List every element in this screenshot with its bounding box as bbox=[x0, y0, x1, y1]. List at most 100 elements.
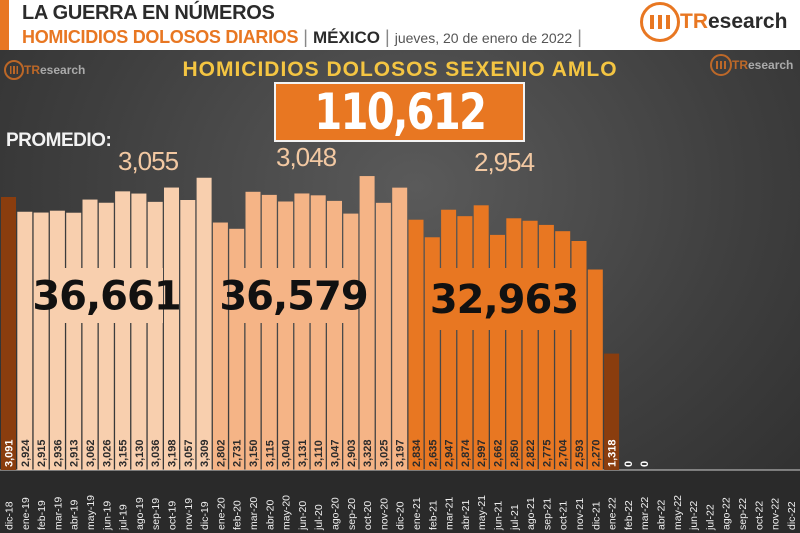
data-label-ene-20: 2,802 bbox=[215, 439, 227, 467]
tick-label-jun-19: jun-19 bbox=[101, 501, 113, 531]
header-title: LA GUERRA EN NÚMEROS bbox=[22, 2, 275, 24]
data-label-oct-20: 3,328 bbox=[362, 439, 374, 467]
data-label-mar-19: 2,936 bbox=[52, 439, 64, 467]
bar-may-21 bbox=[473, 205, 489, 470]
bar-abr-21 bbox=[457, 216, 473, 470]
logo-text-tr: TR bbox=[680, 10, 708, 33]
tresearch-logo-icon bbox=[640, 2, 680, 42]
data-label-jul-21: 2,850 bbox=[509, 439, 521, 467]
tick-label-oct-22: oct-22 bbox=[753, 501, 765, 530]
tick-label-ago-19: ago-19 bbox=[134, 497, 146, 530]
data-label-abr-21: 2,874 bbox=[460, 439, 472, 467]
data-label-feb-21: 2,635 bbox=[427, 439, 439, 467]
tick-label-ago-21: ago-21 bbox=[525, 497, 537, 530]
data-label-dic-21: 2,270 bbox=[590, 439, 602, 467]
bar-ene-19 bbox=[17, 211, 33, 471]
bar-mar-19 bbox=[49, 210, 65, 470]
header-date-separator: | bbox=[577, 27, 582, 47]
bar-may-20 bbox=[278, 201, 294, 470]
tick-label-ago-22: ago-22 bbox=[721, 497, 733, 530]
data-label-nov-21: 2,593 bbox=[574, 439, 586, 467]
data-label-may-21: 2,997 bbox=[476, 439, 488, 467]
bar-sep-19 bbox=[147, 201, 163, 470]
bar-ago-19 bbox=[131, 193, 147, 470]
bar-mar-21 bbox=[441, 209, 457, 471]
data-label-oct-21: 2,704 bbox=[558, 439, 570, 467]
tresearch-logo-icon bbox=[4, 60, 24, 80]
average-2021: 2,954 bbox=[474, 147, 535, 177]
data-label-ago-20: 3,047 bbox=[330, 439, 342, 467]
bar-jun-19 bbox=[98, 202, 114, 471]
tick-label-sep-19: sep-19 bbox=[150, 498, 162, 530]
bar-sep-20 bbox=[343, 213, 359, 470]
bar-dic-21 bbox=[587, 269, 603, 470]
data-label-may-19: 3,062 bbox=[85, 439, 97, 467]
header-accent-bar bbox=[0, 0, 9, 50]
tick-label-sep-20: sep-20 bbox=[346, 498, 358, 530]
header-date: jueves, 20 de enero de 2022 bbox=[394, 30, 573, 46]
tick-label-may-20: may-20 bbox=[281, 495, 293, 530]
total-value: 110,612 bbox=[313, 83, 487, 141]
data-label-feb-22: 0 bbox=[623, 461, 635, 467]
tick-label-dic-18: dic-18 bbox=[4, 501, 16, 530]
tick-label-abr-22: abr-22 bbox=[656, 499, 668, 530]
data-label-jun-19: 3,026 bbox=[101, 439, 113, 467]
average-2019: 3,055 bbox=[118, 146, 179, 176]
year-total-box-2 bbox=[236, 268, 351, 323]
data-label-ago-19: 3,130 bbox=[134, 439, 146, 467]
tick-label-jul-21: jul-21 bbox=[509, 504, 521, 531]
tick-label-nov-21: nov-21 bbox=[574, 498, 586, 530]
logo-text-research: esearch bbox=[708, 10, 788, 33]
tick-label-oct-20: oct-20 bbox=[362, 501, 374, 530]
tick-label-abr-20: abr-20 bbox=[264, 499, 276, 530]
data-label-sep-21: 2,775 bbox=[541, 439, 553, 467]
data-label-jul-20: 3,110 bbox=[313, 440, 325, 467]
data-label-dic-20: 3,197 bbox=[395, 439, 407, 467]
tick-label-oct-19: oct-19 bbox=[167, 501, 179, 530]
total-box: 110,612 bbox=[274, 82, 525, 142]
year-total-box-3 bbox=[425, 268, 583, 330]
data-label-dic-18: 3,091 bbox=[4, 439, 16, 467]
tick-label-abr-19: abr-19 bbox=[69, 499, 81, 530]
tick-label-ago-20: ago-20 bbox=[330, 497, 342, 530]
logo-text-tr: TR bbox=[732, 58, 748, 72]
tick-label-jul-22: jul-22 bbox=[704, 504, 716, 531]
tick-label-ene-21: ene-21 bbox=[411, 497, 423, 530]
bar-sep-21 bbox=[538, 224, 554, 470]
data-label-ene-21: 2,834 bbox=[411, 439, 423, 467]
data-label-ene-22: 1,318 bbox=[607, 439, 619, 467]
tick-label-may-21: may-21 bbox=[476, 495, 488, 530]
data-label-dic-19: 3,309 bbox=[199, 439, 211, 467]
header-separator: | bbox=[385, 27, 390, 47]
bar-dic-20 bbox=[392, 187, 408, 470]
tick-label-may-19: may-19 bbox=[85, 495, 97, 530]
bar-oct-19 bbox=[164, 187, 179, 470]
tick-label-feb-21: feb-21 bbox=[427, 500, 439, 530]
bar-oct-20 bbox=[359, 176, 375, 470]
tick-label-dic-20: dic-20 bbox=[395, 501, 407, 530]
tresearch-logo-icon bbox=[710, 54, 732, 76]
tick-label-ene-22: ene-22 bbox=[607, 497, 619, 530]
tick-label-feb-19: feb-19 bbox=[36, 500, 48, 530]
tick-label-mar-19: mar-19 bbox=[52, 497, 64, 530]
header-subtitle-row: HOMICIDIOS DOLOSOS DIARIOS | MÉXICO | ju… bbox=[22, 27, 582, 48]
bar-ago-20 bbox=[327, 200, 342, 471]
year-total-value-1: 36,661 bbox=[32, 274, 180, 320]
data-label-ago-21: 2,822 bbox=[525, 439, 537, 467]
bar-dic-19 bbox=[196, 177, 212, 470]
tick-label-abr-21: abr-21 bbox=[460, 499, 472, 530]
tresearch-logo: TR esearch bbox=[640, 2, 787, 42]
year-total-value-2: 36,579 bbox=[219, 274, 367, 320]
bar-abr-19 bbox=[66, 212, 82, 470]
header-country: MÉXICO bbox=[312, 28, 381, 47]
bar-ene-21 bbox=[408, 219, 424, 470]
header-subtitle: HOMICIDIOS DOLOSOS DIARIOS bbox=[22, 27, 299, 47]
tick-label-sep-22: sep-22 bbox=[737, 498, 749, 530]
data-label-may-20: 3,040 bbox=[281, 439, 293, 467]
bar-abr-20 bbox=[261, 194, 277, 470]
data-label-abr-20: 3,115 bbox=[264, 440, 276, 467]
data-label-mar-20: 3,150 bbox=[248, 439, 260, 467]
tick-label-feb-22: feb-22 bbox=[623, 500, 635, 530]
